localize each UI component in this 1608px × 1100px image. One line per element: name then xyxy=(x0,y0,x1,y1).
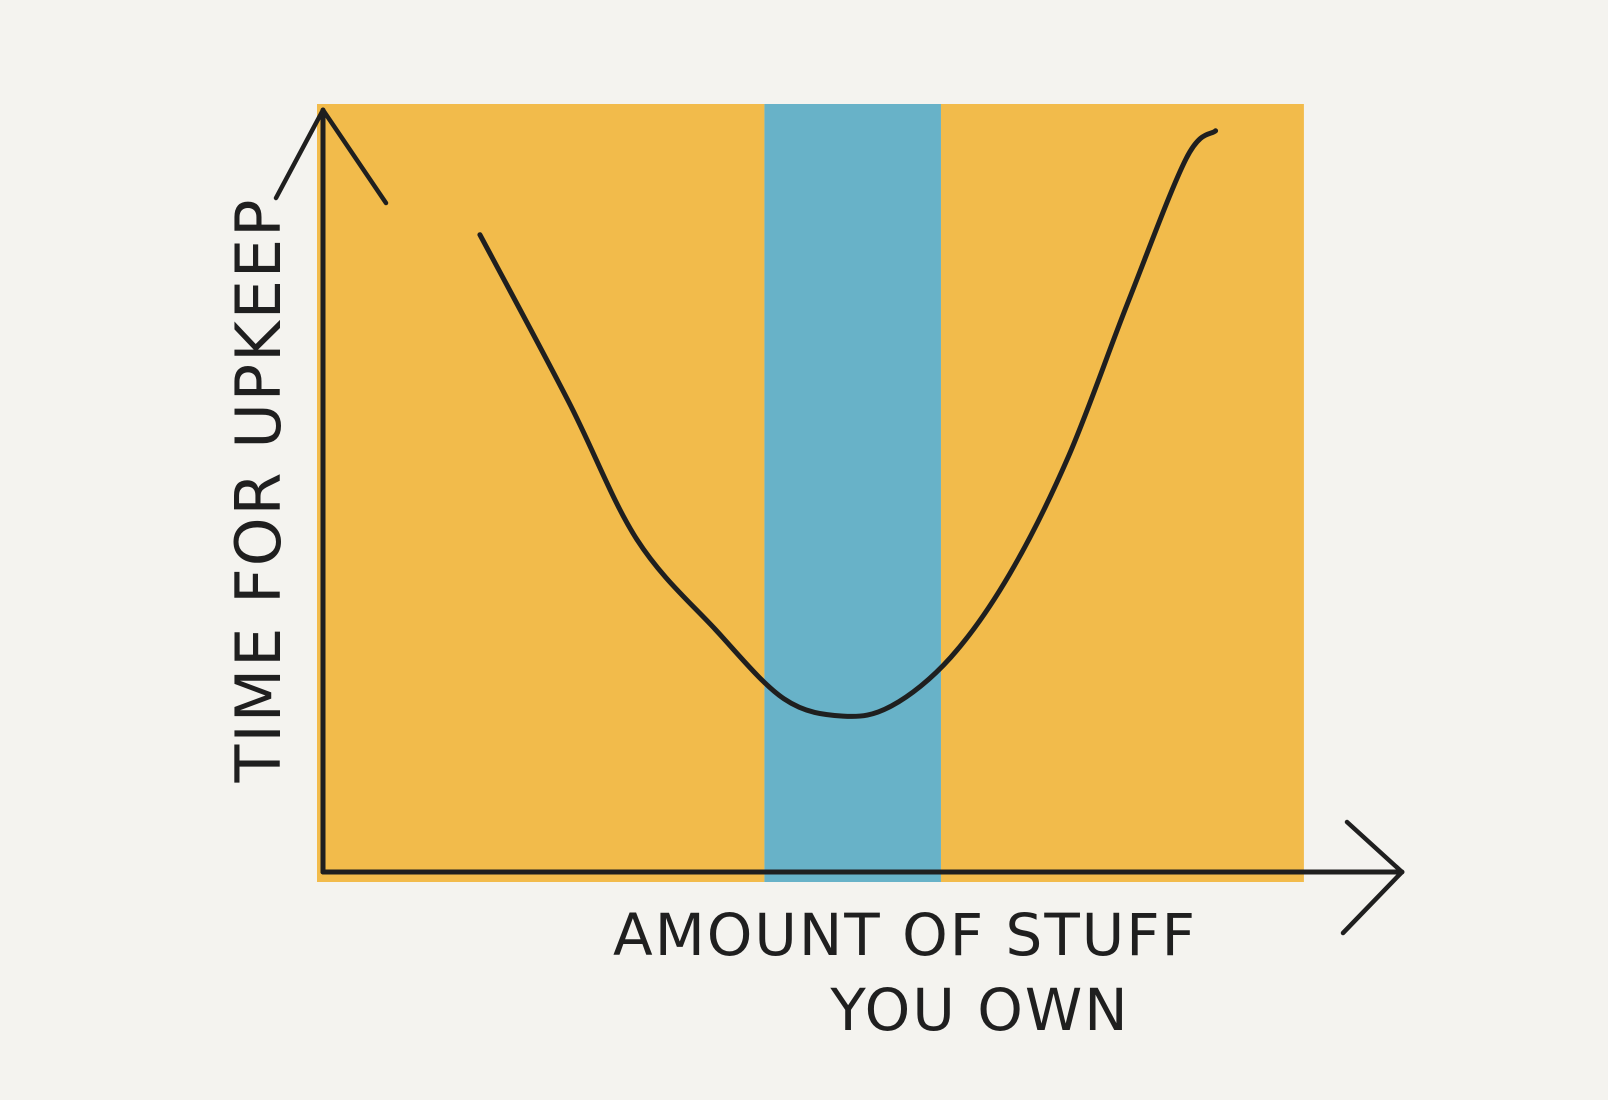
x-axis-label-line2: YOU OWN xyxy=(829,976,1129,1044)
region-0 xyxy=(317,104,765,882)
region-2 xyxy=(940,104,1304,882)
region-1 xyxy=(764,104,941,882)
y-axis-arrowhead xyxy=(273,107,389,206)
y-axis-label: TIME FOR UPKEEP xyxy=(222,198,295,784)
series-line-0 xyxy=(477,128,1219,719)
x-axis-label-line1: AMOUNT OF STUFF xyxy=(613,901,1197,969)
axes xyxy=(273,107,1405,936)
background-regions xyxy=(317,104,1304,882)
x-axis-arrowhead xyxy=(1340,819,1405,936)
series-group xyxy=(477,128,1219,719)
